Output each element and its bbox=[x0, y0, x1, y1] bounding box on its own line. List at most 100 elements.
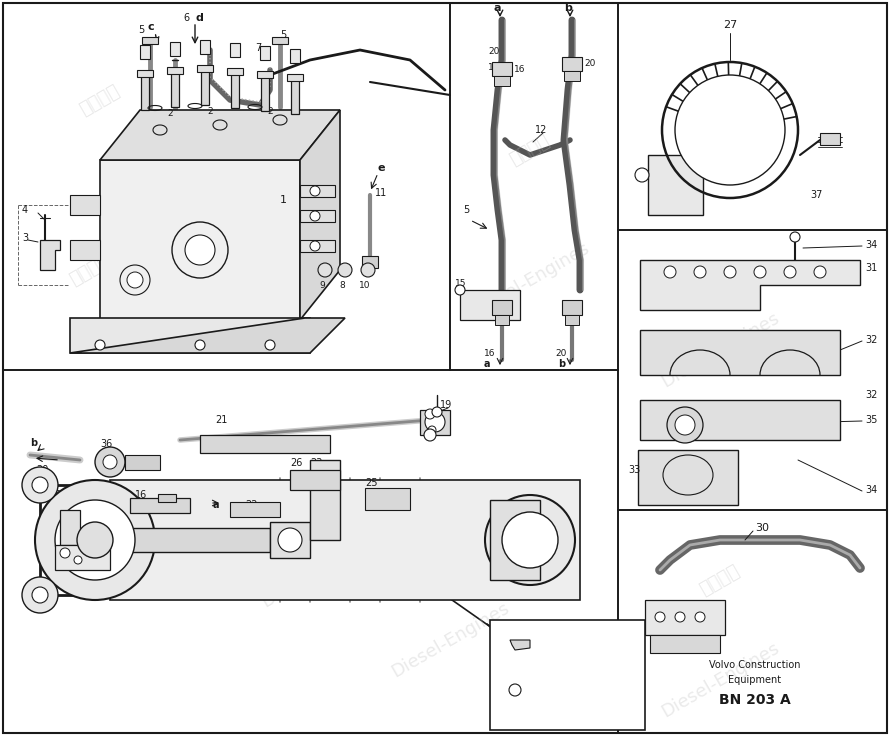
Polygon shape bbox=[70, 318, 345, 353]
Circle shape bbox=[635, 168, 649, 182]
Bar bbox=[640, 330, 840, 375]
Bar bbox=[197, 65, 213, 72]
Bar bbox=[365, 488, 410, 510]
Text: BN 203 A: BN 203 A bbox=[719, 693, 791, 707]
Circle shape bbox=[338, 263, 352, 277]
Text: 31: 31 bbox=[865, 263, 878, 273]
Text: 柴发动力: 柴发动力 bbox=[137, 166, 183, 204]
Circle shape bbox=[695, 612, 705, 622]
Circle shape bbox=[95, 447, 125, 477]
Text: 6: 6 bbox=[183, 13, 190, 23]
Text: b: b bbox=[30, 438, 37, 448]
Text: Equipment: Equipment bbox=[728, 675, 781, 685]
Text: 柴发动力: 柴发动力 bbox=[507, 132, 553, 169]
Text: 8: 8 bbox=[339, 280, 345, 289]
Bar bbox=[494, 76, 510, 86]
Polygon shape bbox=[40, 240, 60, 270]
Text: 23: 23 bbox=[310, 458, 322, 468]
Circle shape bbox=[361, 263, 375, 277]
Circle shape bbox=[675, 415, 695, 435]
Bar bbox=[230, 43, 240, 57]
Circle shape bbox=[172, 222, 228, 278]
Circle shape bbox=[95, 340, 105, 350]
Bar bbox=[167, 67, 183, 74]
Bar bbox=[564, 71, 580, 81]
Bar bbox=[300, 210, 335, 222]
Circle shape bbox=[724, 266, 736, 278]
Text: 2: 2 bbox=[267, 107, 272, 116]
Text: 36: 36 bbox=[100, 439, 112, 449]
Bar bbox=[645, 600, 725, 635]
Circle shape bbox=[694, 266, 706, 278]
Polygon shape bbox=[510, 640, 530, 650]
Bar bbox=[70, 240, 100, 260]
Bar bbox=[291, 79, 299, 114]
Bar bbox=[618, 3, 887, 230]
Bar bbox=[272, 37, 288, 44]
Text: a: a bbox=[494, 3, 501, 13]
Text: 32: 32 bbox=[865, 390, 878, 400]
Text: 柴发动力: 柴发动力 bbox=[67, 252, 113, 289]
Text: 14: 14 bbox=[502, 303, 514, 313]
Bar bbox=[158, 494, 176, 502]
Circle shape bbox=[425, 409, 435, 419]
Bar bbox=[142, 37, 158, 44]
Text: 37: 37 bbox=[810, 190, 822, 200]
Text: 18: 18 bbox=[50, 522, 62, 532]
Circle shape bbox=[664, 266, 676, 278]
Bar bbox=[618, 230, 887, 510]
Text: 24: 24 bbox=[545, 653, 557, 663]
Text: 20: 20 bbox=[584, 60, 595, 68]
Circle shape bbox=[432, 407, 442, 417]
Text: 25: 25 bbox=[365, 478, 377, 488]
Text: Diesel-Engines: Diesel-Engines bbox=[158, 269, 282, 351]
Bar bbox=[125, 455, 160, 470]
Circle shape bbox=[310, 241, 320, 251]
Text: Volvo Construction: Volvo Construction bbox=[709, 660, 801, 670]
Bar bbox=[300, 240, 335, 252]
Bar bbox=[300, 185, 335, 197]
Text: 29: 29 bbox=[635, 170, 647, 180]
Circle shape bbox=[655, 612, 665, 622]
Circle shape bbox=[754, 266, 766, 278]
Text: d: d bbox=[195, 13, 203, 23]
Circle shape bbox=[127, 272, 143, 288]
Circle shape bbox=[784, 266, 796, 278]
Circle shape bbox=[120, 265, 150, 295]
Bar bbox=[141, 75, 149, 110]
Text: 24 B: 24 B bbox=[545, 685, 567, 695]
Text: 32: 32 bbox=[865, 335, 878, 345]
Text: 3: 3 bbox=[22, 233, 28, 243]
Bar bbox=[618, 510, 887, 733]
Text: c: c bbox=[148, 22, 155, 32]
Circle shape bbox=[265, 340, 275, 350]
Circle shape bbox=[60, 548, 70, 558]
Text: 34: 34 bbox=[865, 485, 878, 495]
Text: 1: 1 bbox=[280, 195, 287, 205]
Bar bbox=[495, 315, 509, 325]
Text: 柴发动力: 柴发动力 bbox=[697, 82, 743, 118]
Bar bbox=[130, 498, 190, 513]
Text: 5: 5 bbox=[138, 25, 144, 35]
Circle shape bbox=[74, 556, 82, 564]
Bar bbox=[820, 133, 840, 145]
Bar bbox=[640, 400, 840, 440]
Bar bbox=[490, 620, 645, 730]
Bar bbox=[257, 71, 273, 78]
Circle shape bbox=[103, 455, 117, 469]
Circle shape bbox=[485, 495, 575, 585]
Text: Diesel-Engines: Diesel-Engines bbox=[658, 309, 782, 391]
Circle shape bbox=[55, 500, 135, 580]
Text: 17: 17 bbox=[50, 506, 62, 516]
Circle shape bbox=[675, 75, 785, 185]
Bar bbox=[200, 435, 330, 453]
Circle shape bbox=[509, 684, 521, 696]
Text: 19: 19 bbox=[50, 490, 62, 500]
Bar bbox=[650, 635, 720, 653]
Text: 28: 28 bbox=[822, 138, 835, 148]
Bar bbox=[140, 45, 150, 59]
Bar bbox=[290, 49, 300, 63]
Bar bbox=[70, 318, 310, 353]
Text: 30: 30 bbox=[755, 523, 769, 533]
Circle shape bbox=[77, 522, 113, 558]
